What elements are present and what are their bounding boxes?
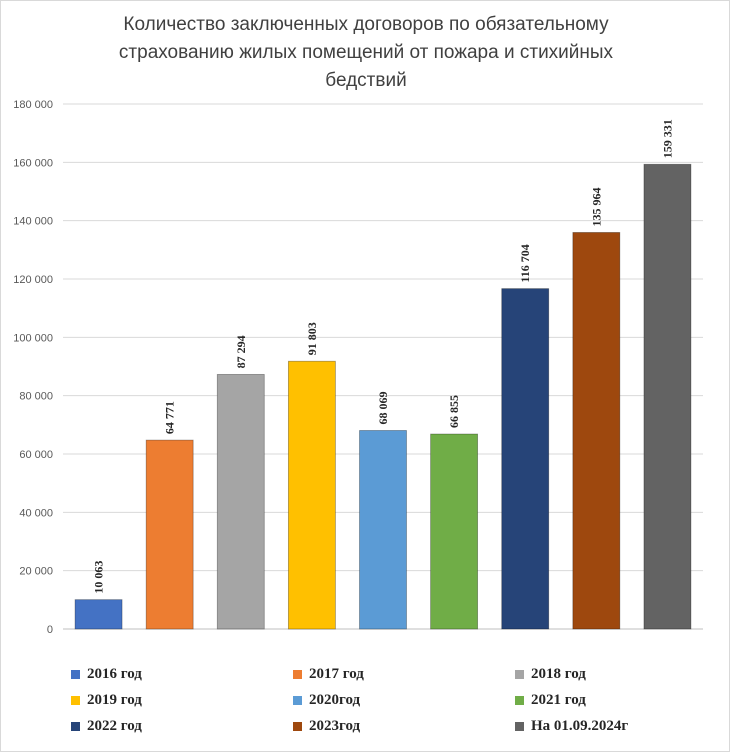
bar bbox=[501, 288, 550, 630]
legend-swatch bbox=[515, 669, 524, 679]
data-label: 10 063 bbox=[92, 561, 106, 594]
chart-title: Количество заключенных договоров по обяз… bbox=[61, 11, 671, 95]
bar bbox=[572, 232, 621, 630]
legend-label: 2022 год bbox=[87, 717, 142, 734]
bar bbox=[74, 599, 123, 630]
y-tick-label: 40 000 bbox=[19, 507, 53, 519]
legend-swatch bbox=[515, 721, 524, 731]
data-label: 116 704 bbox=[518, 244, 532, 282]
legend-swatch bbox=[71, 695, 80, 705]
data-label: 91 803 bbox=[305, 322, 319, 355]
data-label: 64 771 bbox=[163, 401, 177, 434]
bar bbox=[216, 373, 265, 630]
bar bbox=[430, 433, 479, 630]
data-label: 159 331 bbox=[660, 119, 674, 158]
legend-swatch bbox=[71, 669, 80, 679]
legend-swatch bbox=[71, 721, 80, 731]
legend-item: 2016 год bbox=[71, 665, 293, 683]
bar bbox=[643, 163, 692, 630]
legend-item: На 01.09.2024г bbox=[515, 717, 691, 735]
legend-swatch bbox=[293, 695, 302, 705]
legend: 2016 год 2017 год 2018 год 2019 год 2020год 2… bbox=[71, 665, 691, 735]
legend-label: 2019 год bbox=[87, 691, 142, 708]
y-tick-label: 60 000 bbox=[19, 449, 53, 461]
legend-label: На 01.09.2024г bbox=[531, 717, 629, 734]
y-tick-label: 160 000 bbox=[13, 157, 53, 169]
legend-item: 2018 год bbox=[515, 665, 691, 683]
legend-item: 2021 год bbox=[515, 691, 691, 709]
y-tick-label: 100 000 bbox=[13, 332, 53, 344]
bar bbox=[359, 430, 407, 630]
y-tick-label: 180 000 bbox=[13, 99, 53, 111]
legend-item: 2020год bbox=[293, 691, 515, 709]
y-tick-label: 20 000 bbox=[19, 566, 53, 578]
legend-swatch bbox=[293, 669, 302, 679]
legend-label: 2023год bbox=[309, 717, 361, 734]
legend-item: 2019 год bbox=[71, 691, 293, 709]
y-tick-label: 140 000 bbox=[13, 216, 53, 228]
bar bbox=[145, 439, 194, 630]
chart-title-line-1: Количество заключенных договоров по обяз… bbox=[123, 14, 609, 35]
legend-label: 2020год bbox=[309, 691, 361, 708]
data-label: 66 855 bbox=[447, 395, 461, 428]
legend-label: 2016 год bbox=[87, 665, 142, 682]
chart-title-line-2: страхованию жилых помещений от пожара и … bbox=[118, 42, 614, 63]
legend-item: 2022 год bbox=[71, 717, 293, 735]
data-label: 135 964 bbox=[589, 187, 603, 226]
bar bbox=[287, 360, 336, 630]
legend-item: 2023год bbox=[293, 717, 515, 735]
legend-label: 2017 год bbox=[309, 665, 364, 682]
data-label: 68 069 bbox=[376, 391, 390, 424]
y-tick-label: 120 000 bbox=[13, 274, 53, 286]
legend-label: 2021 год bbox=[531, 691, 586, 708]
legend-item: 2017 год bbox=[293, 665, 515, 683]
y-tick-label: 0 bbox=[47, 624, 53, 636]
data-label: 87 294 bbox=[234, 335, 248, 368]
y-tick-label: 80 000 bbox=[19, 391, 53, 403]
legend-swatch bbox=[515, 695, 524, 705]
legend-swatch bbox=[293, 721, 302, 731]
legend-label: 2018 год bbox=[531, 665, 586, 682]
chart-title-line-3: бедствий bbox=[325, 70, 407, 91]
